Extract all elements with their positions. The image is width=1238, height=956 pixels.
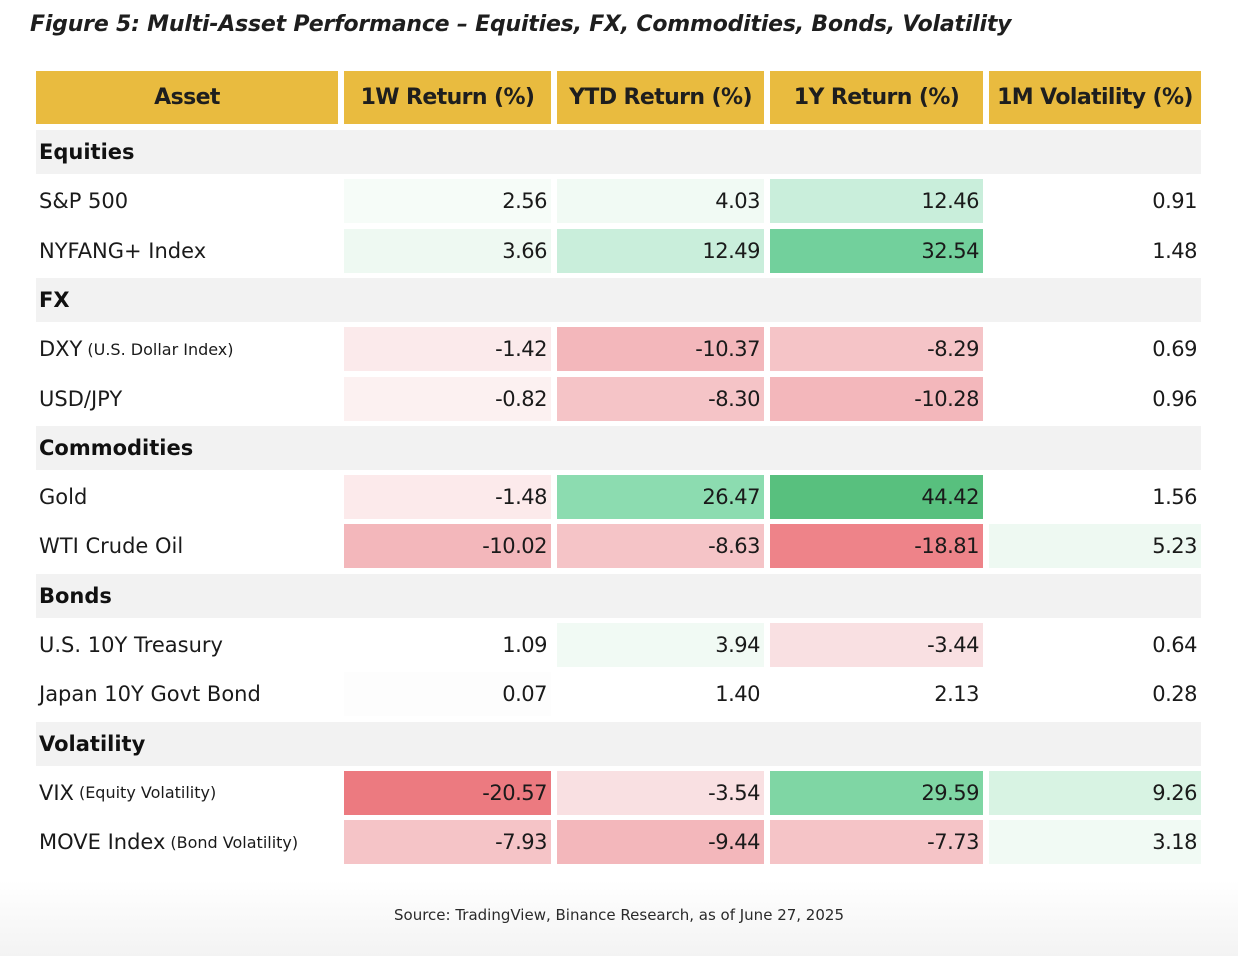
value-cell: 12.49: [557, 228, 764, 273]
asset-name-cell: Japan 10Y Govt Bond: [36, 672, 344, 716]
value-cell: 3.94: [557, 623, 764, 667]
value-cell: 2.56: [344, 179, 551, 224]
value-cell: -3.54: [557, 770, 764, 815]
section-row: Volatility: [36, 721, 1201, 766]
asset-name-cell: NYFANG+ Index: [36, 229, 344, 273]
section-row: Commodities: [36, 425, 1201, 470]
header-asset: Asset: [36, 71, 338, 124]
asset-name: VIX: [39, 780, 74, 805]
value-cell: -9.44: [557, 820, 764, 865]
value-cell: 2.13: [770, 672, 983, 717]
table-row: NYFANG+ Index 3.66 12.49 32.54 1.48: [36, 228, 1201, 273]
value-cell: 44.42: [770, 475, 983, 520]
value-cell: -7.73: [770, 820, 983, 865]
section-label: Equities: [39, 140, 135, 164]
source-note: Source: TradingView, Binance Research, a…: [394, 906, 844, 924]
asset-name-cell: Gold: [36, 475, 344, 519]
value-cell: 3.18: [989, 820, 1201, 865]
table-row: U.S. 10Y Treasury 1.09 3.94 -3.44 0.64: [36, 623, 1201, 667]
header-1m-volatility: 1M Volatility (%): [989, 71, 1201, 124]
asset-subtitle: (Equity Volatility): [78, 783, 217, 803]
section-row: FX: [36, 277, 1201, 322]
value-cell: 0.64: [989, 623, 1201, 667]
table-row: S&P 500 2.56 4.03 12.46 0.91: [36, 179, 1201, 224]
value-cell: 0.91: [989, 179, 1201, 224]
value-cell: 0.96: [989, 376, 1201, 421]
value-cell: 0.07: [344, 672, 551, 717]
value-cell: 9.26: [989, 770, 1201, 815]
table-row: Japan 10Y Govt Bond 0.07 1.40 2.13 0.28: [36, 672, 1201, 717]
value-cell: -8.30: [557, 376, 764, 421]
value-cell: 4.03: [557, 179, 764, 224]
value-cell: -1.42: [344, 327, 551, 372]
value-cell: -1.48: [344, 475, 551, 520]
section-label: Commodities: [39, 435, 194, 460]
asset-name: Japan 10Y Govt Bond: [39, 682, 261, 707]
header-1w-return: 1W Return (%): [344, 71, 551, 124]
value-cell: -10.37: [557, 327, 764, 372]
asset-name: WTI Crude Oil: [39, 534, 184, 559]
asset-name: MOVE Index: [39, 830, 166, 855]
value-cell: 3.66: [344, 228, 551, 273]
value-cell: 12.46: [770, 179, 983, 224]
asset-name-cell: USD/JPY: [36, 377, 344, 421]
value-cell: 29.59: [770, 770, 983, 815]
performance-table: Asset 1W Return (%) YTD Return (%) 1Y Re…: [36, 71, 1201, 865]
header-1y-return: 1Y Return (%): [770, 71, 983, 124]
asset-name: U.S. 10Y Treasury: [39, 633, 223, 657]
section-label: Volatility: [39, 731, 146, 756]
value-cell: 1.09: [344, 623, 551, 667]
value-cell: -0.82: [344, 376, 551, 421]
value-cell: -10.02: [344, 524, 551, 569]
asset-name: USD/JPY: [39, 386, 123, 411]
section-label: Bonds: [39, 583, 112, 608]
value-cell: 32.54: [770, 228, 983, 273]
table-row: DXY (U.S. Dollar Index) -1.42 -10.37 -8.29 0.…: [36, 327, 1201, 372]
value-cell: -10.28: [770, 376, 983, 421]
value-cell: -7.93: [344, 820, 551, 865]
value-cell: 0.69: [989, 327, 1201, 372]
table-row: WTI Crude Oil -10.02 -8.63 -18.81 5.23: [36, 524, 1201, 569]
asset-subtitle: (Bond Volatility): [170, 832, 299, 852]
asset-name: DXY: [39, 337, 83, 362]
section-row: Equities: [36, 130, 1201, 174]
value-cell: 0.28: [989, 672, 1201, 717]
asset-name: S&P 500: [39, 189, 129, 214]
table-row: MOVE Index (Bond Volatility) -7.93 -9.44 -7.…: [36, 820, 1201, 865]
value-cell: 5.23: [989, 524, 1201, 569]
asset-name-cell: MOVE Index (Bond Volatility): [36, 820, 344, 864]
header-ytd-return: YTD Return (%): [557, 71, 764, 124]
section-row: Bonds: [36, 573, 1201, 618]
asset-name-cell: U.S. 10Y Treasury: [36, 623, 344, 667]
table-row: VIX (Equity Volatility) -20.57 -3.54 29.59 9.…: [36, 770, 1201, 815]
value-cell: -18.81: [770, 524, 983, 569]
value-cell: -8.63: [557, 524, 764, 569]
value-cell: -20.57: [344, 770, 551, 815]
section-label: FX: [39, 287, 70, 312]
asset-subtitle: (U.S. Dollar Index): [87, 339, 234, 359]
asset-name: NYFANG+ Index: [39, 238, 207, 263]
table-row: Gold -1.48 26.47 44.42 1.56: [36, 475, 1201, 520]
asset-name-cell: WTI Crude Oil: [36, 524, 344, 568]
asset-name-cell: DXY (U.S. Dollar Index): [36, 327, 344, 371]
asset-name-cell: S&P 500: [36, 179, 344, 223]
figure-title: Figure 5: Multi-Asset Performance – Equi…: [30, 12, 1012, 37]
bottom-fade: [0, 880, 1238, 956]
table-row: USD/JPY -0.82 -8.30 -10.28 0.96: [36, 376, 1201, 421]
asset-name: Gold: [39, 485, 88, 510]
table-header-row: Asset 1W Return (%) YTD Return (%) 1Y Re…: [36, 71, 1201, 124]
value-cell: 1.56: [989, 475, 1201, 520]
value-cell: -8.29: [770, 327, 983, 372]
value-cell: 1.40: [557, 672, 764, 717]
asset-name-cell: VIX (Equity Volatility): [36, 771, 344, 815]
value-cell: 26.47: [557, 475, 764, 520]
value-cell: -3.44: [770, 623, 983, 667]
value-cell: 1.48: [989, 228, 1201, 273]
